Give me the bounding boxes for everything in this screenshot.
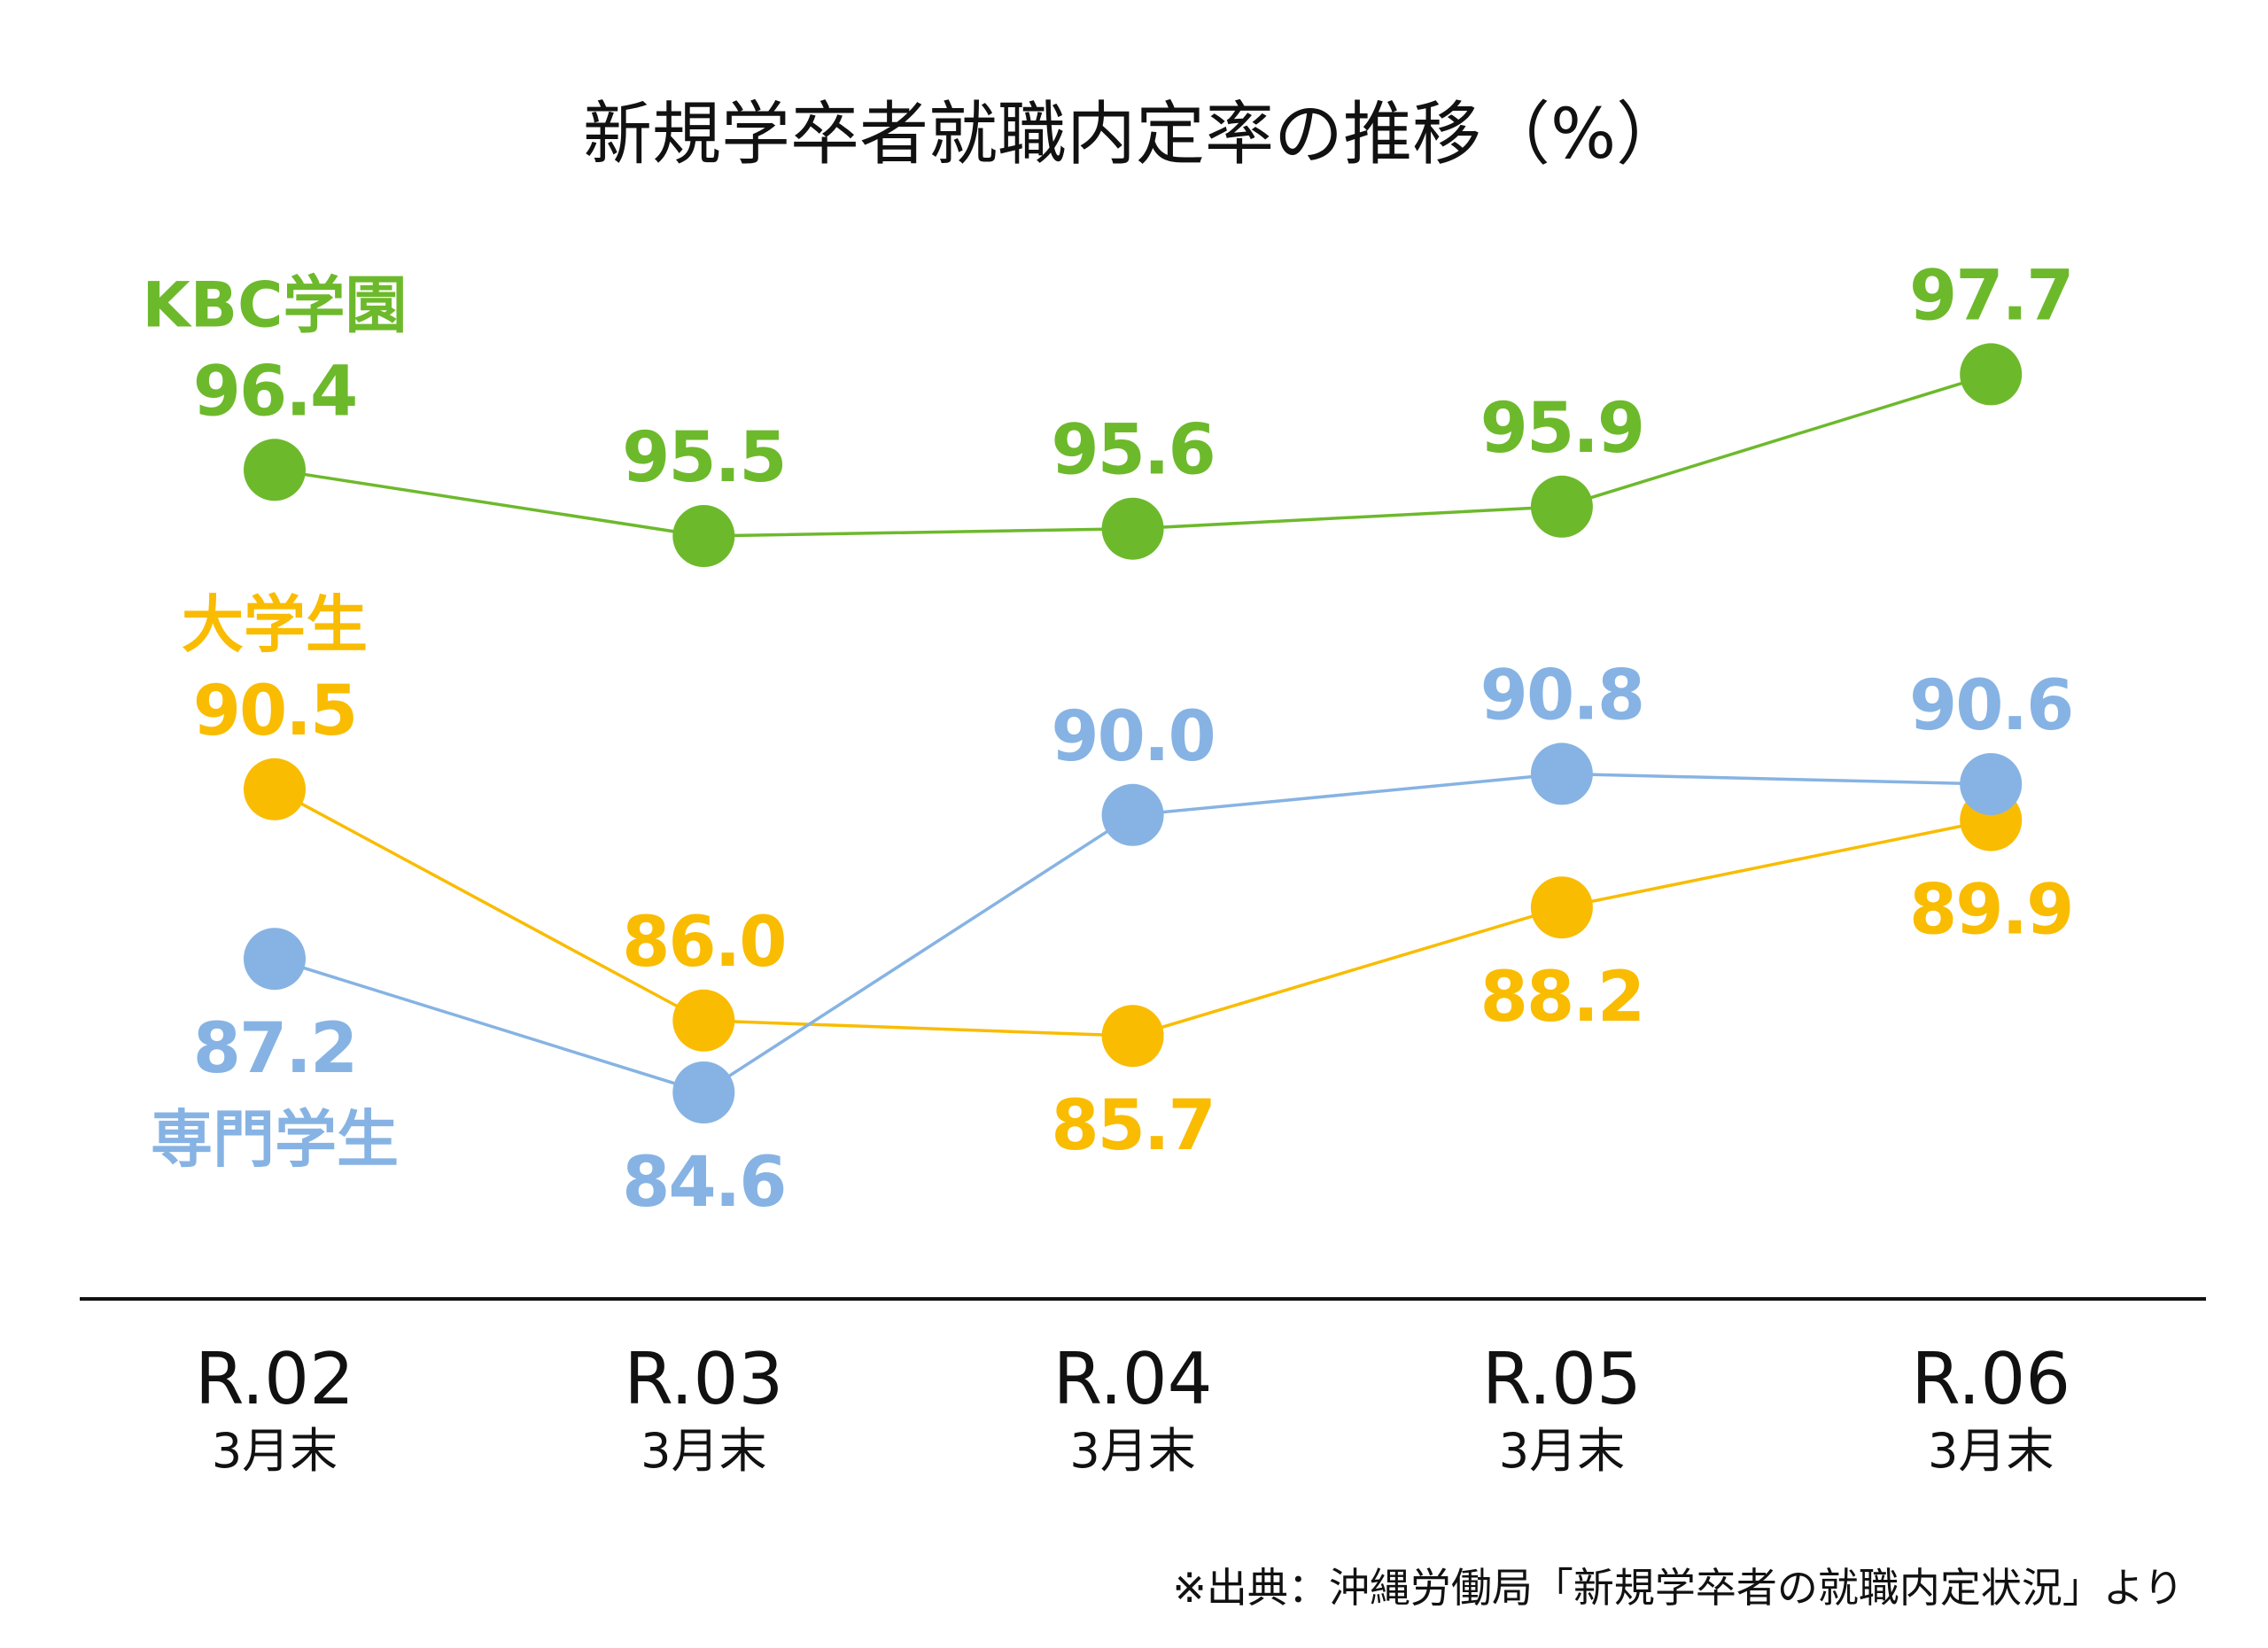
x-tick-sublabel: 3月末 <box>641 1423 766 1479</box>
series-name-label: 大学生 <box>182 588 368 661</box>
series-2: 87.2 専門学生 84.6 90.0 90.8 90.6 <box>151 656 2074 1223</box>
series-name-label: KBC学園 <box>143 268 408 341</box>
data-point <box>672 505 735 567</box>
x-tick-label: R.04 <box>1053 1338 1213 1420</box>
source-note: ※出典：沖縄労働局「新規学卒者の就職内定状況」より <box>1172 1564 2184 1612</box>
data-point <box>672 1061 735 1123</box>
data-point <box>1530 475 1593 538</box>
data-point <box>244 439 306 501</box>
series-name-label: 専門学生 <box>151 1103 399 1176</box>
data-label: 90.8 <box>1480 656 1643 735</box>
data-point <box>672 989 735 1052</box>
x-tick-sublabel: 3月末 <box>1928 1423 2054 1479</box>
data-point <box>1960 753 2023 815</box>
data-label: 95.5 <box>622 418 785 498</box>
x-tick-label: R.05 <box>1482 1338 1642 1420</box>
data-label: 90.6 <box>1909 666 2072 746</box>
data-label: 86.0 <box>622 903 785 983</box>
data-label: 89.9 <box>1909 871 2072 951</box>
series-layer: 96.4 KBC学園 95.5 95.6 95.9 97.7 90.5 大学生 86.0 85.7… <box>143 256 2075 1223</box>
x-tick-sublabel: 3月末 <box>212 1423 338 1479</box>
data-label: 85.7 <box>1051 1086 1214 1166</box>
series-0: 96.4 KBC学園 95.5 95.6 95.9 97.7 <box>143 256 2074 567</box>
x-tick-sublabel: 3月末 <box>1499 1423 1625 1479</box>
data-label: 88.2 <box>1480 958 1643 1038</box>
data-label: 95.6 <box>1051 411 1214 491</box>
x-tick-sublabel: 3月末 <box>1069 1423 1195 1479</box>
data-point <box>1960 343 2023 406</box>
data-point <box>1530 742 1593 805</box>
data-point <box>244 928 306 991</box>
data-point <box>244 758 306 820</box>
data-label: 96.4 <box>193 352 356 431</box>
data-label: 97.7 <box>1909 256 2072 336</box>
series-1: 90.5 大学生 86.0 85.7 88.2 89.9 <box>182 588 2074 1166</box>
data-label: 90.0 <box>1051 697 1214 777</box>
data-label: 87.2 <box>193 1009 356 1089</box>
x-tick-label: R.03 <box>624 1338 783 1420</box>
x-tick-label: R.02 <box>195 1338 354 1420</box>
data-label: 90.5 <box>193 672 356 751</box>
data-point <box>1101 783 1164 846</box>
data-label: 84.6 <box>622 1143 785 1223</box>
data-point <box>1101 1005 1164 1068</box>
x-tick-label: R.06 <box>1911 1338 2070 1420</box>
chart-title: 新規学卒者就職内定率の推移（%） <box>583 95 1685 175</box>
data-point <box>1101 497 1164 560</box>
data-label: 95.9 <box>1480 389 1643 469</box>
data-point <box>1530 876 1593 939</box>
